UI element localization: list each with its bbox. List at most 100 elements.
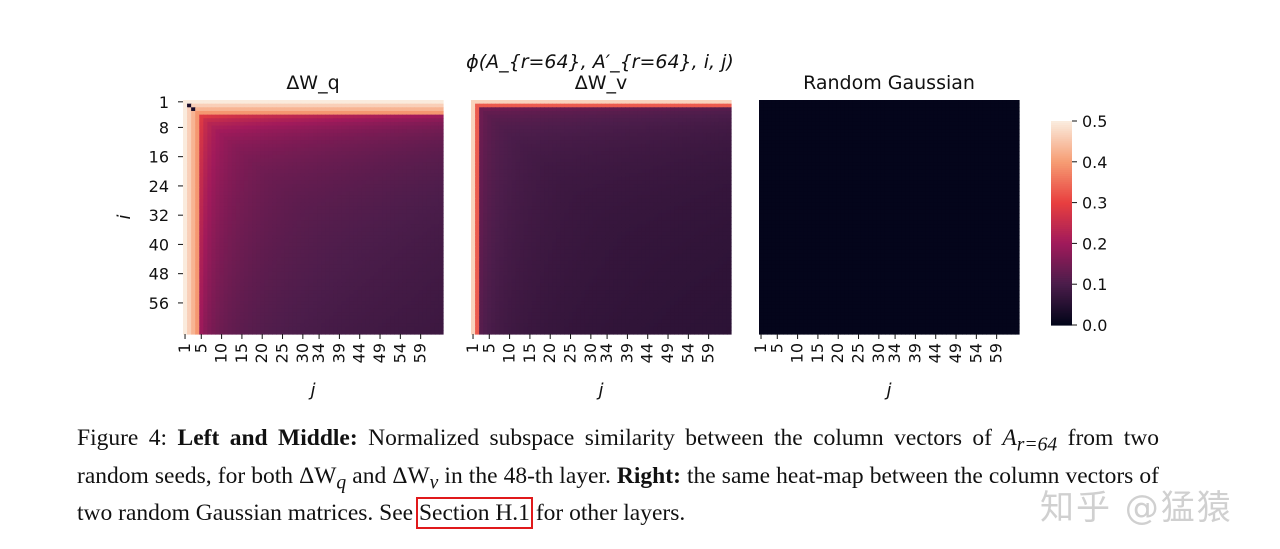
heatmap-cell [523,114,529,119]
heatmap-cell [268,118,273,123]
heatmap-cell [402,198,408,203]
heatmap-cell [292,217,298,222]
heatmap-cell [268,184,273,189]
heatmap-cell [345,330,351,335]
heatmap-cell [239,173,245,178]
heatmap-cell [296,315,302,320]
heatmap-cell [264,312,269,317]
heatmap-cell [357,249,363,255]
heatmap-cell [540,140,545,145]
heatmap-cell [657,129,663,134]
heatmap-cell [199,173,204,178]
heatmap-cell [394,290,399,295]
heatmap-cell [288,297,294,302]
heatmap-cell [552,118,557,123]
heatmap-cell [313,319,318,324]
heatmap-cell [523,125,529,130]
heatmap-cell [231,301,237,306]
heatmap-cell [402,253,408,258]
heatmap-cell [288,202,294,207]
heatmap-cell [195,191,200,196]
heatmap-cell [674,143,679,149]
heatmap-cell [426,286,432,291]
heatmap-cell [378,231,383,236]
heatmap-cell [211,286,217,291]
heatmap-cell [438,297,444,302]
heatmap-cell [313,147,318,152]
heatmap-cell [329,301,334,306]
heatmap-cell [349,312,355,317]
heatmap-cell [690,129,696,134]
heatmap-cell [390,195,395,200]
heatmap-cell [239,286,245,291]
heatmap-cell [333,191,338,196]
heatmap-cell [434,330,440,335]
heatmap-cell [406,191,412,196]
heatmap-cell [183,184,188,189]
heatmap-cell [430,158,436,163]
heatmap-cell [649,125,655,130]
heatmap-cell [605,129,610,134]
heatmap-cell [252,257,257,262]
heatmap-cell [390,143,395,149]
heatmap-cell [268,176,273,182]
heatmap-cell [398,140,403,145]
heatmap-cell [300,151,306,156]
heatmap-cell [195,304,200,310]
heatmap-cell [390,154,395,160]
heatmap-cell [284,253,290,258]
heatmap-cell [313,213,318,218]
heatmap-cell [219,301,225,306]
heatmap-cell [430,169,436,174]
heatmap-cell [223,121,229,127]
heatmap-cell [414,227,420,233]
heatmap-cell [223,242,229,247]
heatmap-cell [601,121,606,127]
heatmap-cell [248,132,253,138]
heatmap-cell [369,191,375,196]
heatmap-cell [337,107,343,112]
heatmap-cell [369,100,375,105]
heatmap-cell [373,323,379,328]
heatmap-cell [183,198,188,203]
heatmap-cell [434,217,440,222]
heatmap-cell [495,140,501,145]
heatmap-cell [183,206,188,211]
heatmap-cell [710,103,716,108]
heatmap-cell [613,136,618,141]
heatmap-cell [718,129,724,134]
heatmap-cell [317,202,322,207]
heatmap-cell [235,136,241,141]
heatmap-cell [199,304,204,310]
heatmap-cell [390,308,395,313]
heatmap-cell [317,297,322,302]
heatmap-cell [390,290,395,295]
heatmap-cell [369,129,375,134]
heatmap-cell [260,271,265,277]
heatmap-cell [260,147,265,152]
heatmap-cell [195,103,200,108]
heatmap-cell [248,268,253,273]
heatmap-cell [592,121,598,127]
heatmap-cell [487,140,492,145]
heatmap-cell [382,257,387,262]
heatmap-cell [491,114,496,119]
heatmap-cell [260,107,265,112]
heatmap-cell [207,242,213,247]
heatmap-cell [321,330,326,335]
heatmap-cell [199,330,204,335]
heatmap-cell [280,107,286,112]
heatmap-cell [357,107,363,112]
heatmap-cell [288,118,294,123]
heatmap-cell [426,195,432,200]
heatmap-cell [438,304,444,310]
heatmap-cell [369,323,375,328]
heatmap-cell [592,103,598,108]
heatmap-cell [378,195,383,200]
heatmap-cell [552,129,557,134]
heatmap-cell [438,169,444,174]
heatmap-cell [300,121,306,127]
heatmap-cell [406,290,412,295]
heatmap-cell [394,235,399,240]
heatmap-cell [211,206,217,211]
